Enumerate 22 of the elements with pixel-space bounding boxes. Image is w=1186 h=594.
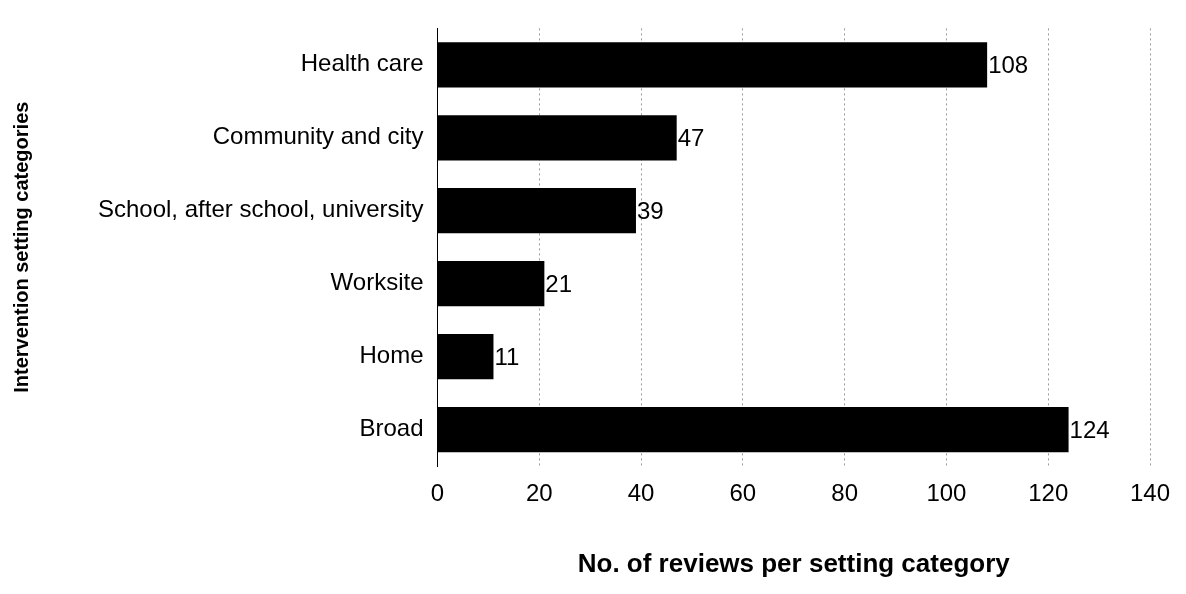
x-tick-label: 100 (926, 479, 967, 507)
x-tick-label: 120 (1028, 479, 1069, 507)
data-label: 47 (677, 124, 705, 152)
y-axis-title: Intervention setting categories (9, 101, 32, 393)
y-tick-label: Community and city (212, 122, 424, 150)
y-tick-label: School, after school, university (97, 195, 424, 223)
x-tick-label: 20 (525, 479, 553, 507)
x-tick-label: 40 (627, 479, 655, 507)
y-tick-label: Health care (300, 49, 424, 77)
x-axis-title: No. of reviews per setting category (577, 547, 1011, 578)
data-label: 124 (1069, 416, 1110, 444)
y-tick-label: Home (359, 341, 424, 369)
y-tick-label: Broad (359, 414, 424, 442)
y-tick-label: Worksite (330, 268, 424, 296)
data-label: 11 (494, 343, 520, 371)
x-tick-label: 140 (1129, 479, 1171, 507)
data-label: 39 (636, 197, 664, 225)
x-tick-label: 0 (430, 479, 445, 507)
data-label: 108 (988, 51, 1029, 79)
data-label: 21 (545, 270, 573, 298)
x-tick-label: 60 (729, 479, 757, 507)
x-tick-label: 80 (831, 479, 858, 507)
